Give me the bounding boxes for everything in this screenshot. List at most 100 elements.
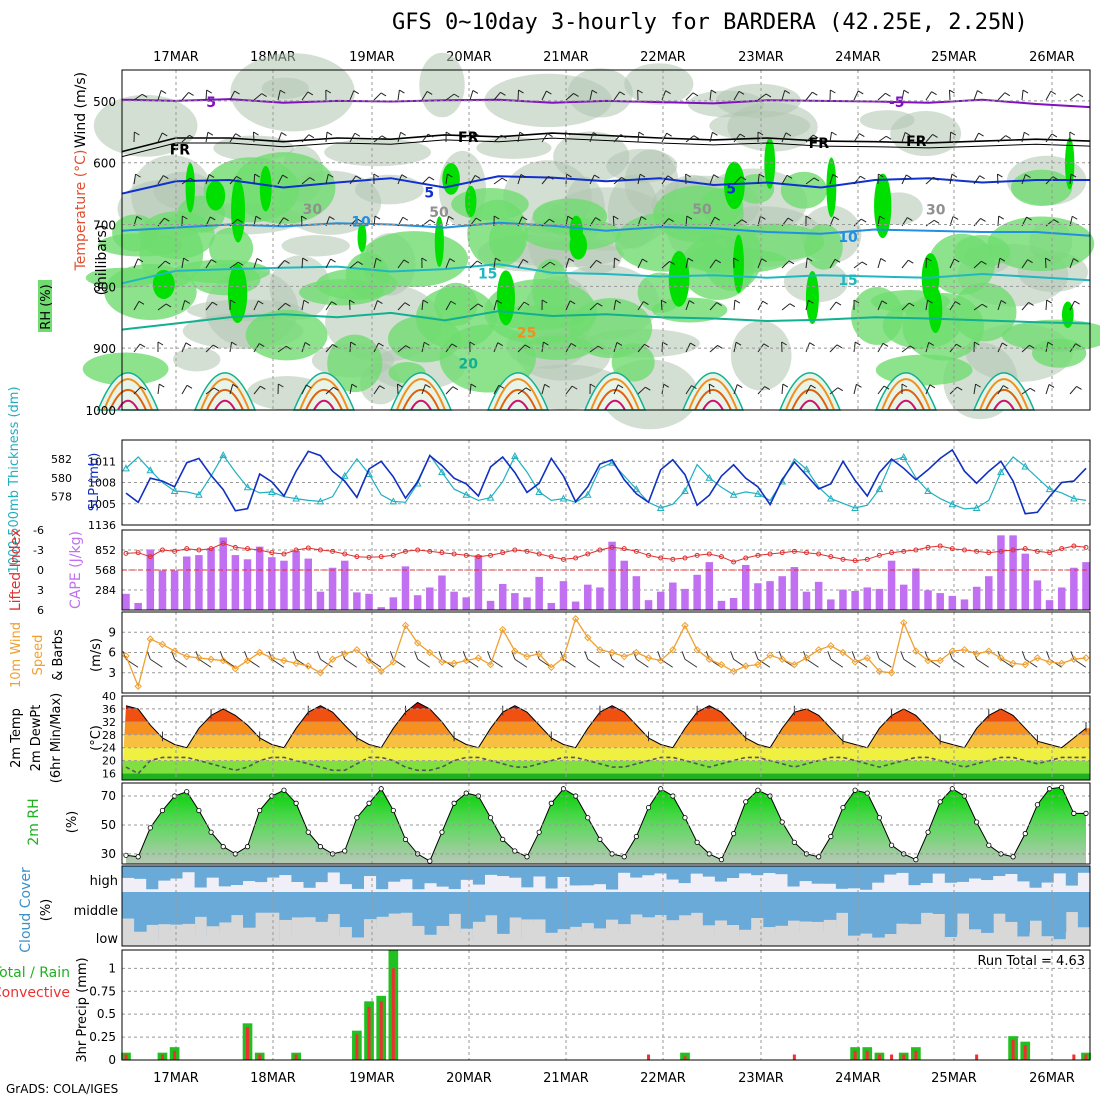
cape-bar: [560, 581, 568, 610]
cape-bar: [134, 603, 142, 610]
contour-label-2: FR: [170, 143, 191, 159]
temp-band-1: [122, 761, 1090, 774]
cloud-high-gap: [800, 881, 813, 892]
cloud-low-bar: [461, 929, 474, 946]
upper-wind-barb: [1045, 258, 1046, 268]
cape-bar: [1021, 554, 1029, 610]
rh-grey-patch: [624, 63, 693, 104]
cloud-high-bar: [775, 866, 788, 874]
cape-bar: [1034, 580, 1042, 610]
cloud-high-bar: [170, 866, 183, 879]
thickness-ytick-1: 580: [51, 472, 72, 485]
cloud-low-bar: [388, 936, 401, 946]
cloud-mid-bar: [304, 892, 317, 917]
cloud-high-bar: [642, 866, 655, 875]
li-ytick-3: 6: [37, 604, 44, 617]
contour-label-12: 20: [458, 357, 478, 373]
rh-point: [209, 830, 213, 834]
cloud-mid-bar: [546, 892, 559, 933]
rh-point: [926, 830, 930, 834]
cloud-high-gap: [134, 879, 147, 892]
wind10m-barb: [563, 659, 575, 667]
rh-point: [306, 830, 310, 834]
cloud-high-bar: [836, 866, 849, 889]
rh-point: [318, 844, 322, 848]
wind10m-barb: [223, 659, 235, 667]
cloud-high-bar: [449, 866, 462, 889]
precip-conv-bar: [890, 1055, 893, 1061]
cape-bar: [754, 583, 762, 610]
cloud-high-bar: [122, 866, 135, 878]
rh-point: [294, 801, 298, 805]
cloud-level-high: high: [90, 874, 118, 889]
precip-conv-bar: [1012, 1040, 1015, 1060]
cape-bar: [888, 561, 896, 610]
cloud-high-gap: [775, 874, 788, 892]
cloud-low-bar: [981, 934, 994, 946]
rh-point: [987, 843, 991, 847]
temp-ylabel-2: 2m DewPt: [29, 705, 44, 772]
cloud-low-bar: [860, 935, 873, 946]
cloud-high-gap: [860, 890, 873, 892]
cloud-mid-bar: [1005, 892, 1018, 922]
cloud-mid-bar: [691, 892, 704, 913]
cape-bar: [475, 555, 483, 610]
rh-point: [586, 816, 590, 820]
cape-bar: [693, 575, 701, 610]
temp-ytick-1: 20: [102, 755, 116, 768]
cloud-high-gap: [582, 885, 595, 892]
precip-ytick-3: 0.75: [89, 984, 116, 998]
cloud-high-gap: [993, 876, 1006, 892]
cloud-high-bar: [1066, 866, 1079, 886]
cloud-high-gap: [836, 889, 849, 892]
upper-wind-barb: [662, 342, 663, 352]
cloud-high-bar: [981, 866, 994, 880]
cloud-high-bar: [400, 866, 413, 879]
cloud-mid-bar: [1017, 892, 1030, 940]
rh-point: [1011, 855, 1015, 859]
cloud-high-gap: [219, 886, 232, 892]
cloud-high-gap: [425, 883, 438, 892]
cloud-high-bar: [945, 866, 958, 883]
upper-air-ytick-0: 500: [93, 95, 116, 109]
thickness-series-line: [126, 455, 1086, 509]
rh-point: [428, 859, 432, 863]
rh-point: [658, 787, 662, 791]
cloud-high-bar: [364, 866, 377, 876]
wind10m-barb: [418, 659, 430, 667]
li-ytick-1: 0: [37, 564, 44, 577]
cape-bar: [1082, 562, 1090, 610]
wind10m-series-line: [126, 619, 1086, 687]
cloud-mid-bar: [667, 892, 680, 920]
wind10m-barb: [879, 659, 891, 667]
cloud-low-bar: [158, 924, 171, 946]
cloud-low-bar: [279, 920, 292, 946]
cloud-mid-bar: [122, 892, 135, 919]
rh-point: [488, 816, 492, 820]
precip-conv-bar: [854, 1051, 857, 1060]
cloud-low-bar: [400, 931, 413, 946]
wind10m-ylabel-2: Speed: [31, 635, 46, 676]
rh-point: [816, 855, 820, 859]
contour-label-14: 30: [303, 202, 323, 218]
temp-ytick-3: 28: [102, 729, 116, 742]
rh-point: [379, 787, 383, 791]
cloud-mid-bar: [836, 892, 849, 913]
precip-conv-bar: [866, 1051, 869, 1060]
precip-ytick-0: 0: [108, 1053, 116, 1067]
cloud-high-bar: [219, 866, 232, 886]
rh-point: [343, 849, 347, 853]
rh-grey-patch: [709, 111, 810, 141]
date-label-bottom-8: 25MAR: [931, 1071, 977, 1086]
cloud-high-gap: [812, 884, 825, 892]
thickness-ytick-2: 582: [51, 453, 72, 466]
cloud-low-bar: [945, 937, 958, 946]
cape-bar: [414, 595, 422, 610]
cape-bar: [195, 555, 203, 610]
rh-point: [197, 808, 201, 812]
cloud-high-bar: [969, 866, 982, 879]
cape-bar: [292, 551, 300, 610]
precip-ytick-1: 0.25: [89, 1030, 116, 1044]
cloud-high-gap: [461, 880, 474, 892]
cloud-low-bar: [485, 927, 498, 946]
